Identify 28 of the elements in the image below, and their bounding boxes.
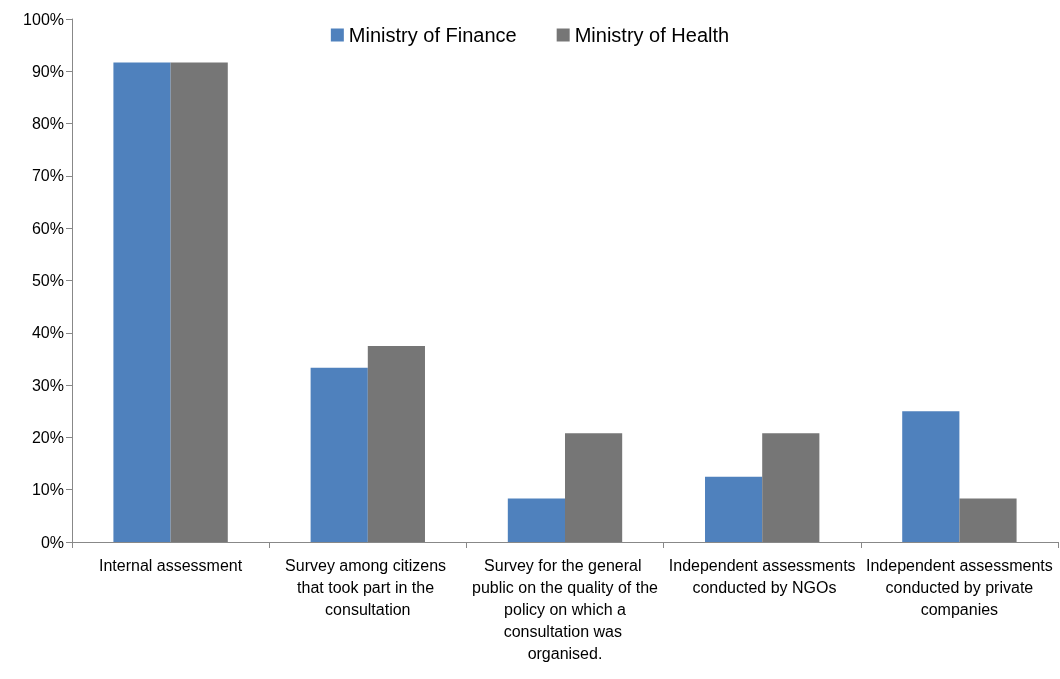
bar xyxy=(113,62,171,542)
bar xyxy=(310,367,368,542)
x-tick-label: Independent assessments conducted by private companies xyxy=(866,556,1053,618)
x-tick-label: Survey among citizens that took part in the consultation xyxy=(285,556,451,618)
bar xyxy=(565,433,623,542)
y-tick-label: 40% xyxy=(31,324,64,342)
x-tick-label: Independent assessments conducted by NGOs xyxy=(668,556,856,596)
y-tick-label: 50% xyxy=(31,272,64,289)
y-tick-label: 30% xyxy=(31,376,64,394)
y-tick-label: 20% xyxy=(31,428,64,446)
x-tick-label: Survey for the general public on the quality of the policy on which a consultation was organised. xyxy=(472,556,659,662)
y-tick-label: 10% xyxy=(31,481,64,499)
bar xyxy=(367,345,425,542)
x-tick-label: Internal assessment xyxy=(99,556,243,574)
y-tick-label: 100% xyxy=(23,10,64,28)
legend-label: Ministry of Health xyxy=(574,24,730,46)
bar xyxy=(170,62,228,542)
y-tick-label: 70% xyxy=(31,167,64,185)
y-tick-label: 60% xyxy=(31,219,64,237)
bar xyxy=(507,498,565,542)
y-tick-label: 80% xyxy=(31,115,64,133)
legend-label: Ministry of Finance xyxy=(348,24,517,46)
bar xyxy=(902,411,960,542)
bar xyxy=(762,433,820,542)
y-tick-label: 0% xyxy=(40,533,64,551)
bar xyxy=(705,476,763,542)
bar xyxy=(959,498,1017,542)
y-tick-label: 90% xyxy=(31,62,64,80)
